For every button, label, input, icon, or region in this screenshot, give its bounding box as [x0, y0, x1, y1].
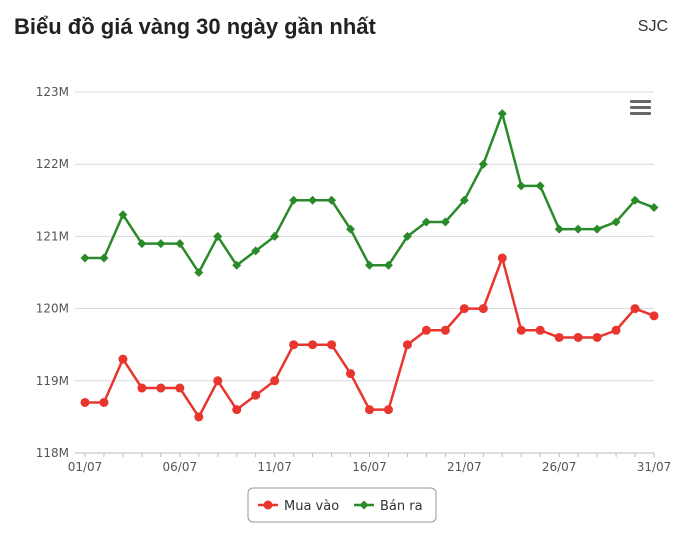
data-point[interactable]: [554, 224, 564, 234]
series-line: [85, 256, 655, 419]
data-point[interactable]: [99, 253, 109, 263]
data-point[interactable]: [346, 224, 356, 234]
legend-item-mua-vao[interactable]: Mua vào: [284, 499, 339, 514]
legend: Mua vào Bán ra: [247, 487, 437, 523]
data-point[interactable]: [213, 376, 223, 386]
data-point[interactable]: [118, 354, 128, 364]
data-point[interactable]: [535, 325, 545, 335]
data-point[interactable]: [402, 340, 412, 350]
series-layer: [80, 109, 659, 422]
data-point[interactable]: [137, 239, 147, 249]
data-point[interactable]: [535, 181, 545, 191]
data-point[interactable]: [327, 340, 337, 350]
data-point[interactable]: [346, 369, 356, 379]
series-line: [85, 112, 655, 274]
data-point[interactable]: [308, 340, 318, 350]
data-point[interactable]: [175, 383, 185, 393]
data-point[interactable]: [156, 239, 166, 249]
data-point[interactable]: [251, 246, 261, 256]
data-point[interactable]: [497, 109, 507, 119]
data-point[interactable]: [573, 332, 583, 342]
data-point[interactable]: [118, 210, 128, 220]
data-point[interactable]: [137, 383, 147, 393]
data-point[interactable]: [421, 217, 431, 227]
data-point[interactable]: [289, 195, 299, 205]
data-point[interactable]: [592, 224, 602, 234]
data-point[interactable]: [478, 159, 488, 169]
legend-marker: [263, 500, 273, 510]
data-point[interactable]: [194, 268, 204, 277]
y-tick-label: 120M: [36, 302, 69, 316]
data-point[interactable]: [573, 224, 583, 234]
x-axis: 01/07 06/07 11/07 16/07 21/07 26/07 31/07: [68, 452, 672, 474]
data-point[interactable]: [327, 195, 337, 205]
x-tick-label: 16/07: [352, 460, 387, 474]
x-tick-label: 06/07: [163, 460, 198, 474]
data-point[interactable]: [478, 304, 488, 314]
data-point[interactable]: [270, 376, 280, 386]
data-point[interactable]: [308, 195, 318, 205]
data-point[interactable]: [289, 340, 299, 350]
x-tick-label: 01/07: [68, 460, 103, 474]
data-point[interactable]: [365, 405, 374, 415]
x-tick-label: 26/07: [542, 460, 577, 474]
data-point[interactable]: [232, 260, 242, 270]
data-point[interactable]: [611, 217, 621, 227]
data-point[interactable]: [649, 311, 659, 321]
data-point[interactable]: [270, 231, 280, 241]
data-point[interactable]: [630, 195, 640, 205]
data-point[interactable]: [592, 332, 602, 342]
data-point[interactable]: [440, 217, 450, 227]
y-tick-label: 119M: [36, 374, 69, 388]
data-point[interactable]: [630, 304, 640, 314]
data-point[interactable]: [497, 253, 507, 263]
y-axis: 118M 119M 120M 121M 122M 123M: [36, 85, 69, 460]
x-tick-label: 31/07: [637, 460, 672, 474]
brand-label: SJC: [637, 18, 668, 35]
y-tick-label: 122M: [36, 157, 69, 171]
data-point[interactable]: [516, 325, 526, 335]
data-point[interactable]: [440, 325, 450, 335]
hamburger-menu-icon[interactable]: [628, 98, 652, 120]
data-point[interactable]: [213, 231, 223, 241]
legend-box: [247, 487, 437, 523]
data-point[interactable]: [80, 397, 90, 407]
data-point[interactable]: [459, 195, 469, 205]
data-point[interactable]: [611, 325, 621, 335]
data-point[interactable]: [459, 304, 469, 314]
data-point[interactable]: [251, 390, 261, 400]
legend-marker: [359, 500, 369, 510]
chart-title: Biểu đồ giá vàng 30 ngày gần nhất: [14, 14, 376, 39]
legend-item-ban-ra[interactable]: Bán ra: [380, 499, 423, 514]
data-point[interactable]: [194, 412, 204, 422]
data-point[interactable]: [516, 181, 526, 191]
data-point[interactable]: [383, 260, 393, 270]
data-point[interactable]: [99, 397, 109, 407]
data-point[interactable]: [421, 325, 431, 335]
data-point[interactable]: [80, 253, 90, 263]
data-point[interactable]: [232, 405, 242, 415]
x-tick-label: 21/07: [447, 460, 482, 474]
data-point[interactable]: [554, 332, 564, 342]
y-tick-label: 121M: [36, 229, 69, 243]
data-point[interactable]: [365, 260, 374, 270]
y-tick-label: 123M: [36, 85, 69, 99]
data-point[interactable]: [649, 203, 659, 213]
data-point[interactable]: [156, 383, 166, 393]
data-point[interactable]: [175, 239, 185, 249]
data-point[interactable]: [402, 231, 412, 241]
data-point[interactable]: [383, 405, 393, 415]
y-tick-label: 118M: [36, 446, 69, 460]
x-tick-label: 11/07: [257, 460, 292, 474]
